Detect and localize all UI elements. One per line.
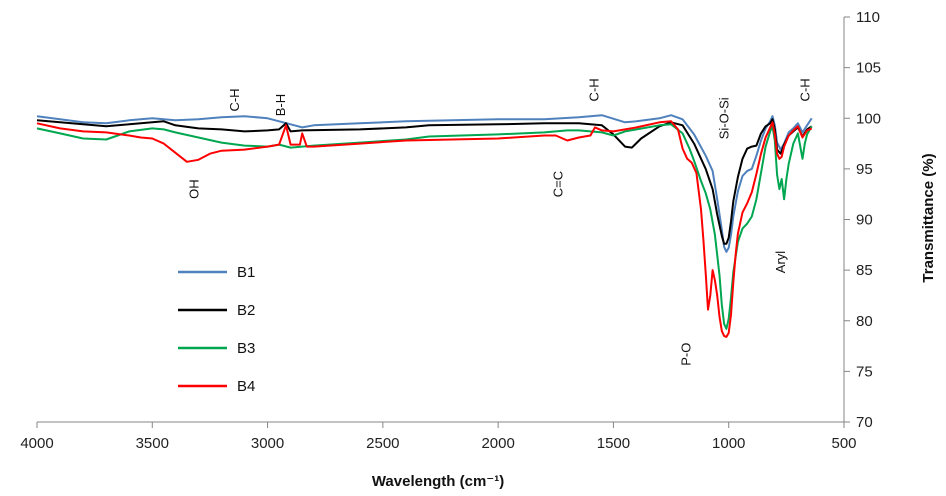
annotation-label: P-O [679,343,694,366]
y-tick-label: 100 [856,110,881,127]
legend-label-b2: B2 [237,302,255,319]
x-tick-label: 3000 [251,435,284,452]
x-tick-label: 1500 [597,435,630,452]
annotation-label: C=C [551,171,566,197]
legend-label-b1: B1 [237,264,255,281]
annotation-label: Si-O-Si [717,97,732,139]
y-tick-label: 75 [856,363,873,380]
legend: B1 B2 B3 B4 [178,264,255,395]
legend-label-b3: B3 [237,340,255,357]
series-layer [36,114,813,338]
annotation-label: C-H [586,78,601,101]
legend-label-b4: B4 [237,378,255,395]
y-tick-label: 105 [856,60,881,77]
y-axis-title: Transmittance (%) [920,153,937,282]
y-tick-label: 95 [856,161,873,178]
x-tick-label: 2000 [481,435,514,452]
annotation-label: Aryl [773,251,788,274]
x-axis-title: Wavelength (cm⁻¹) [372,473,504,490]
annotation-label: B-H [273,94,288,116]
y-tick-label: 110 [856,9,880,26]
x-tick-label: 1000 [712,435,745,452]
x-tick-label: 500 [831,435,856,452]
y-tick-label: 70 [856,414,873,431]
x-tick-label: 3500 [136,435,169,452]
series-line-b4 [36,120,813,338]
series-line-b3 [36,123,813,330]
y-tick-label: 90 [856,212,873,229]
annotation-label: C-H [227,88,242,111]
y-tick-label: 80 [856,313,873,330]
annotation-label: C-H [797,78,812,101]
annotations-layer: C-H B-H OH C=C C-H Si-O-Si C-H Aryl P-O [186,78,812,365]
x-tick-label: 2500 [366,435,399,452]
annotation-label: OH [186,179,201,199]
y-tick-label: 85 [856,262,873,279]
x-tick-label: 4000 [20,435,53,452]
